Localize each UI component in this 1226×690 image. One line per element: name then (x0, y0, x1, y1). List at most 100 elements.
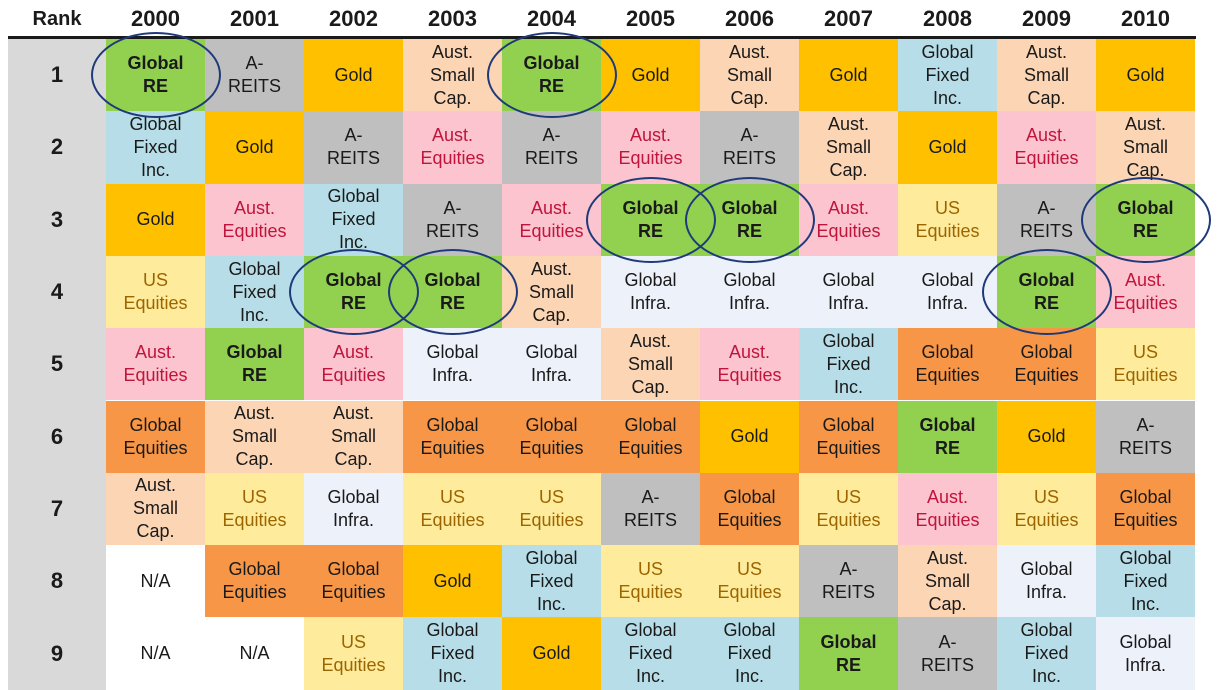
cell-label: N/A (140, 570, 171, 591)
rank-label-2: 2 (50, 134, 64, 160)
cell-global-re: Global RE (997, 255, 1096, 329)
rank-label-5: 5 (50, 351, 64, 377)
cell-aus-eq: Aust. Equities (799, 183, 898, 256)
cell-global-re: Global RE (106, 39, 205, 112)
cell-global-eq: Global Equities (106, 400, 205, 473)
rank-label-3: 3 (50, 206, 64, 232)
cell-label: Aust. Small Cap. (627, 330, 673, 397)
cell-global-re: Global RE (898, 400, 997, 473)
cell-na: N/A (106, 545, 205, 618)
cell-global-re: Global RE (700, 183, 799, 256)
cell-gold: Gold (601, 39, 700, 112)
cell-aus-small: Aust. Small Cap. (700, 39, 799, 112)
cell-global-infra: Global Infra. (997, 545, 1096, 618)
cell-areits: A- REITS (205, 39, 304, 112)
cell-label: Global RE (127, 53, 184, 97)
cell-label: A- REITS (425, 197, 479, 241)
cell-label: Global Fixed Inc. (1119, 547, 1172, 614)
cell-label: Aust. Small Cap. (924, 547, 970, 614)
cell-areits: A- REITS (403, 183, 502, 256)
cell-global-eq: Global Equities (799, 400, 898, 473)
cell-areits: A- REITS (997, 183, 1096, 256)
header-year-2001: 2001 (230, 6, 279, 31)
cell-label: Global Equities (816, 414, 881, 458)
cell-us-eq: US Equities (304, 617, 403, 690)
cell-global-infra: Global Infra. (304, 472, 403, 546)
cell-na: N/A (106, 617, 205, 690)
cell-label: Global Infra. (525, 342, 578, 386)
cell-label: Aust. Equities (1113, 270, 1178, 314)
cell-global-eq: Global Equities (1096, 472, 1195, 546)
cell-label: Aust. Small Cap. (1122, 113, 1168, 180)
cell-label: Global Fixed Inc. (822, 330, 875, 397)
cell-label: US Equities (816, 486, 881, 530)
cell-global-re: Global RE (403, 255, 502, 329)
cell-aus-small: Aust. Small Cap. (205, 400, 304, 473)
cell-label: Gold (730, 426, 769, 447)
cell-global-fixed: Global Fixed Inc. (106, 111, 205, 184)
cell-label: Aust. Equities (420, 125, 485, 169)
cell-areits: A- REITS (700, 111, 799, 184)
cell-aus-eq: Aust. Equities (106, 328, 205, 401)
cell-global-fixed: Global Fixed Inc. (700, 617, 799, 690)
cell-aus-eq: Aust. Equities (1096, 255, 1195, 329)
cell-areits: A- REITS (1096, 400, 1195, 473)
cell-global-fixed: Global Fixed Inc. (403, 617, 502, 690)
cell-gold: Gold (304, 39, 403, 112)
cell-label: Global RE (226, 342, 283, 386)
cell-label: A- REITS (821, 559, 875, 603)
cell-label: Aust. Equities (321, 342, 386, 386)
cell-gold: Gold (799, 39, 898, 112)
cell-aus-eq: Aust. Equities (601, 111, 700, 184)
cell-gold: Gold (700, 400, 799, 473)
cell-label: Aust. Small Cap. (132, 475, 178, 542)
cell-aus-eq: Aust. Equities (304, 328, 403, 401)
cell-label: Gold (235, 136, 274, 157)
cell-global-re: Global RE (1096, 183, 1195, 256)
cell-aus-small: Aust. Small Cap. (1096, 111, 1195, 184)
rank-label-8: 8 (50, 568, 64, 594)
cell-label: US Equities (1014, 486, 1079, 530)
cell-label: Global Fixed Inc. (426, 620, 479, 687)
header-year-2010: 2010 (1121, 6, 1170, 31)
cell-global-infra: Global Infra. (502, 328, 601, 401)
cell-label: Gold (136, 209, 175, 230)
rank-label-7: 7 (50, 495, 64, 521)
cell-label: Global Equities (123, 414, 188, 458)
cell-global-re: Global RE (601, 183, 700, 256)
cell-us-eq: US Equities (205, 472, 304, 546)
cell-label: A- REITS (227, 53, 281, 97)
cell-gold: Gold (205, 111, 304, 184)
cell-label: Global RE (1117, 197, 1174, 241)
cell-global-eq: Global Equities (205, 545, 304, 618)
cell-aus-small: Aust. Small Cap. (403, 39, 502, 112)
cell-aus-small: Aust. Small Cap. (601, 328, 700, 401)
cell-global-fixed: Global Fixed Inc. (304, 183, 403, 256)
header-year-2009: 2009 (1022, 6, 1071, 31)
cell-global-re: Global RE (205, 328, 304, 401)
cell-gold: Gold (502, 617, 601, 690)
cell-label: A- REITS (722, 125, 776, 169)
cell-global-re: Global RE (799, 617, 898, 690)
cell-gold: Gold (898, 111, 997, 184)
cell-us-eq: US Equities (799, 472, 898, 546)
cell-label: Aust. Equities (123, 342, 188, 386)
cell-label: Global Fixed Inc. (327, 186, 380, 253)
cell-us-eq: US Equities (403, 472, 502, 546)
cell-aus-eq: Aust. Equities (205, 183, 304, 256)
cell-global-fixed: Global Fixed Inc. (205, 255, 304, 329)
cell-aus-small: Aust. Small Cap. (898, 545, 997, 618)
cell-areits: A- REITS (304, 111, 403, 184)
cell-label: A- REITS (1118, 414, 1172, 458)
cell-areits: A- REITS (502, 111, 601, 184)
cell-aus-small: Aust. Small Cap. (502, 255, 601, 329)
rank-label-6: 6 (50, 423, 64, 449)
cell-label: Gold (334, 64, 373, 85)
rank-label-4: 4 (50, 279, 64, 305)
cell-label: US Equities (222, 486, 287, 530)
cell-aus-small: Aust. Small Cap. (799, 111, 898, 184)
cell-label: Aust. Equities (816, 197, 881, 241)
cell-label: Global Fixed Inc. (921, 41, 974, 108)
cell-label: US Equities (618, 559, 683, 603)
cell-label: Global Equities (519, 414, 584, 458)
